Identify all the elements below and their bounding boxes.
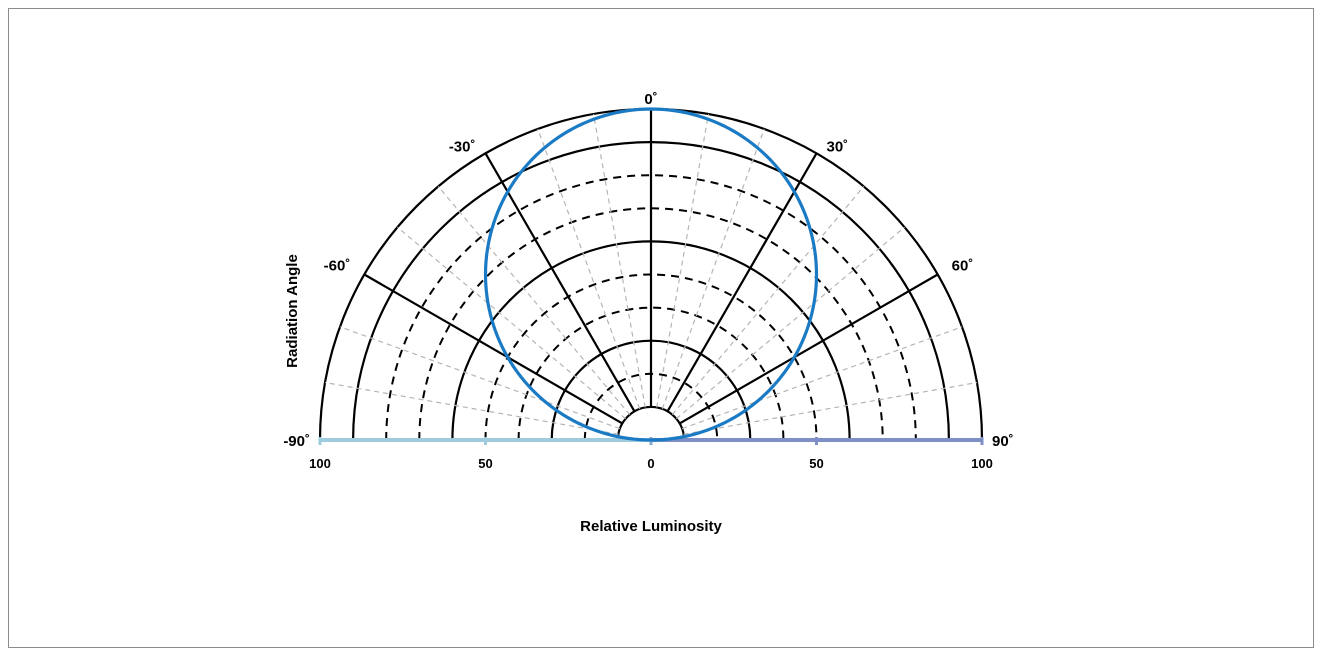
minor-spoke [683, 381, 978, 435]
minor-spoke [324, 381, 619, 435]
minor-spoke [661, 128, 765, 410]
angle-label: 60˚ [952, 258, 974, 275]
minor-spoke [671, 186, 865, 416]
minor-spoke [339, 326, 621, 430]
radial-tick-label: 100 [309, 456, 331, 471]
angle-label: 0˚ [644, 91, 657, 108]
dashed-ring [385, 174, 917, 441]
angle-label: -60˚ [324, 258, 351, 275]
major-spoke [363, 273, 623, 425]
angle-label: 90˚ [992, 433, 1014, 450]
radial-tick-label: 100 [971, 456, 993, 471]
angle-label: 30˚ [827, 138, 849, 155]
major-spoke [484, 152, 636, 412]
angle-label: -90˚ [283, 433, 310, 450]
x-axis-title: Relative Luminosity [580, 518, 722, 535]
radial-tick-label: 50 [478, 456, 492, 471]
major-spoke [666, 152, 818, 412]
radial-tick-label: 50 [809, 456, 823, 471]
minor-spoke [656, 113, 710, 408]
polar-chart: -90˚ -60˚ -30˚ 0˚ 30˚ 60˚ 90˚ 100 50 0 50 100 Relat… [283, 91, 1014, 535]
dashed-ring [517, 306, 785, 441]
radial-tick-label: 0 [647, 456, 654, 471]
dashed-ring [418, 207, 884, 441]
y-axis-title: Radiation Angle [284, 254, 301, 368]
minor-spoke [397, 226, 627, 420]
minor-spoke [675, 226, 905, 420]
chart-frame: -90˚ -60˚ -30˚ 0˚ 30˚ 60˚ 90˚ 100 50 0 50 100 Relat… [8, 8, 1314, 648]
series-line [483, 107, 819, 442]
minor-spoke [592, 113, 646, 408]
major-spoke [679, 273, 939, 425]
minor-spoke [681, 326, 963, 430]
angle-label: -30˚ [449, 138, 476, 155]
minor-spoke [437, 186, 631, 416]
minor-spoke [537, 128, 641, 410]
